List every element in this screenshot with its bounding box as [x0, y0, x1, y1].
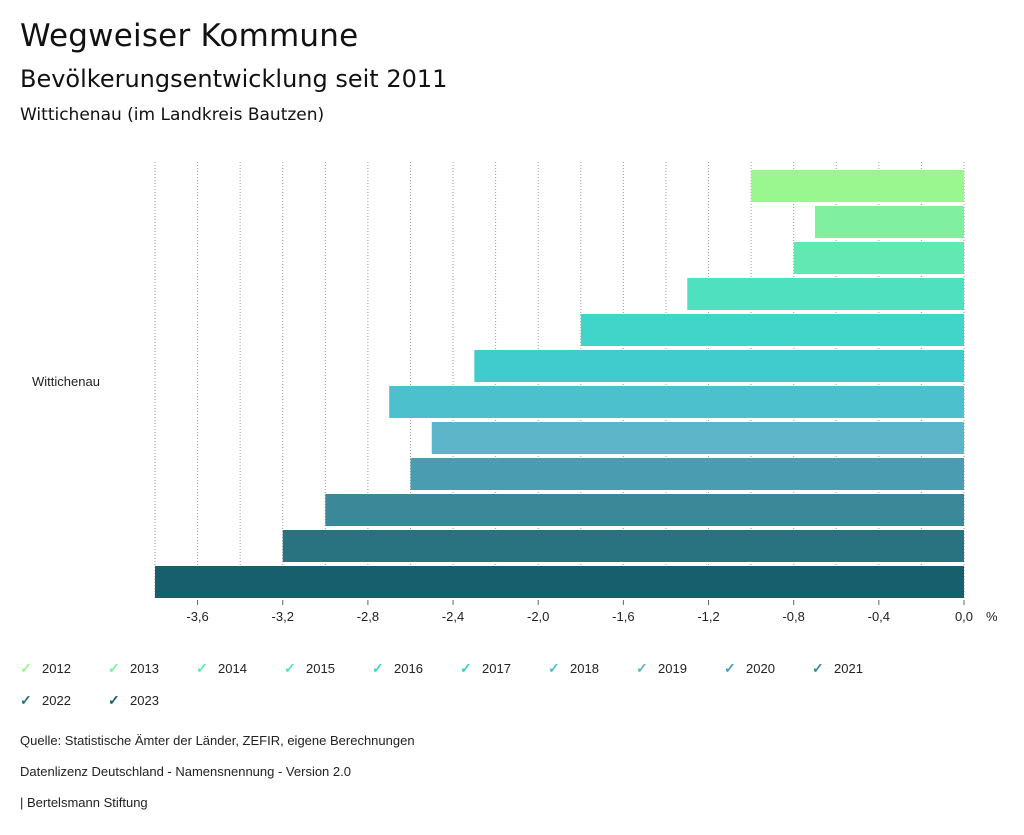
x-tick-label: -1,6 — [612, 609, 634, 624]
legend-item-2016[interactable]: ✓ 2016 — [372, 660, 423, 677]
legend-item-2013[interactable]: ✓ 2013 — [108, 660, 159, 677]
page-title: Wegweiser Kommune — [20, 18, 359, 54]
chart-subtitle: Bevölkerungsentwicklung seit 2011 — [20, 65, 448, 93]
checkmark-icon: ✓ — [20, 660, 32, 676]
bar-2022 — [282, 530, 965, 562]
checkmark-icon: ✓ — [636, 660, 648, 676]
bar-2020 — [410, 458, 964, 490]
legend-label: 2012 — [42, 661, 71, 676]
checkmark-icon: ✓ — [20, 692, 32, 708]
x-tick-label: -2,0 — [527, 609, 549, 624]
bar-2015 — [687, 278, 964, 310]
legend-label: 2023 — [130, 693, 159, 708]
x-tick-label: -2,4 — [442, 609, 464, 624]
bar-2016 — [580, 314, 964, 346]
legend-label: 2017 — [482, 661, 511, 676]
legend-label: 2019 — [658, 661, 687, 676]
legend-item-2023[interactable]: ✓ 2023 — [108, 692, 159, 709]
bar-2012 — [751, 170, 964, 202]
checkmark-icon: ✓ — [284, 660, 296, 676]
legend-label: 2015 — [306, 661, 335, 676]
checkmark-icon: ✓ — [372, 660, 384, 676]
checkmark-icon: ✓ — [724, 660, 736, 676]
legend-item-2012[interactable]: ✓ 2012 — [20, 660, 71, 677]
legend-item-2014[interactable]: ✓ 2014 — [196, 660, 247, 677]
license-note: Datenlizenz Deutschland - Namensnennung … — [20, 764, 351, 779]
x-unit-label: % — [986, 609, 998, 624]
legend-item-2017[interactable]: ✓ 2017 — [460, 660, 511, 677]
checkmark-icon: ✓ — [108, 692, 120, 708]
legend-item-2018[interactable]: ✓ 2018 — [548, 660, 599, 677]
legend-item-2022[interactable]: ✓ 2022 — [20, 692, 71, 709]
checkmark-icon: ✓ — [108, 660, 120, 676]
checkmark-icon: ✓ — [548, 660, 560, 676]
checkmark-icon: ✓ — [812, 660, 824, 676]
bar-2023 — [155, 566, 964, 598]
legend-item-2021[interactable]: ✓ 2021 — [812, 660, 863, 677]
x-tick-label: -3,6 — [186, 609, 208, 624]
x-tick-label: -2,8 — [357, 609, 379, 624]
legend-label: 2014 — [218, 661, 247, 676]
x-tick-label: -0,4 — [868, 609, 890, 624]
legend-item-2020[interactable]: ✓ 2020 — [724, 660, 775, 677]
legend-label: 2018 — [570, 661, 599, 676]
x-tick-label: -1,2 — [697, 609, 719, 624]
bar-2014 — [793, 242, 964, 274]
legend-item-2015[interactable]: ✓ 2015 — [284, 660, 335, 677]
legend-label: 2013 — [130, 661, 159, 676]
source-note: Quelle: Statistische Ämter der Länder, Z… — [20, 733, 415, 748]
checkmark-icon: ✓ — [196, 660, 208, 676]
x-tick-label: 0,0 — [955, 609, 973, 624]
credit-note: | Bertelsmann Stiftung — [20, 795, 148, 810]
legend-item-2019[interactable]: ✓ 2019 — [636, 660, 687, 677]
legend-label: 2016 — [394, 661, 423, 676]
bar-2018 — [389, 386, 964, 418]
x-tick-label: -0,8 — [782, 609, 804, 624]
bar-2017 — [474, 350, 964, 382]
legend-label: 2022 — [42, 693, 71, 708]
checkmark-icon: ✓ — [460, 660, 472, 676]
bar-2019 — [431, 422, 964, 454]
legend-label: 2021 — [834, 661, 863, 676]
region-label: Wittichenau (im Landkreis Bautzen) — [20, 105, 325, 125]
bar-2013 — [814, 206, 964, 238]
bar-2021 — [325, 494, 964, 526]
x-tick-label: -3,2 — [272, 609, 294, 624]
bar-chart: Wittichenau -3,6 -3,2 -2,8 -2,4 -2,0 -1,6 -1,2 -… — [32, 162, 998, 624]
legend-label: 2020 — [746, 661, 775, 676]
category-label: Wittichenau — [32, 374, 100, 389]
